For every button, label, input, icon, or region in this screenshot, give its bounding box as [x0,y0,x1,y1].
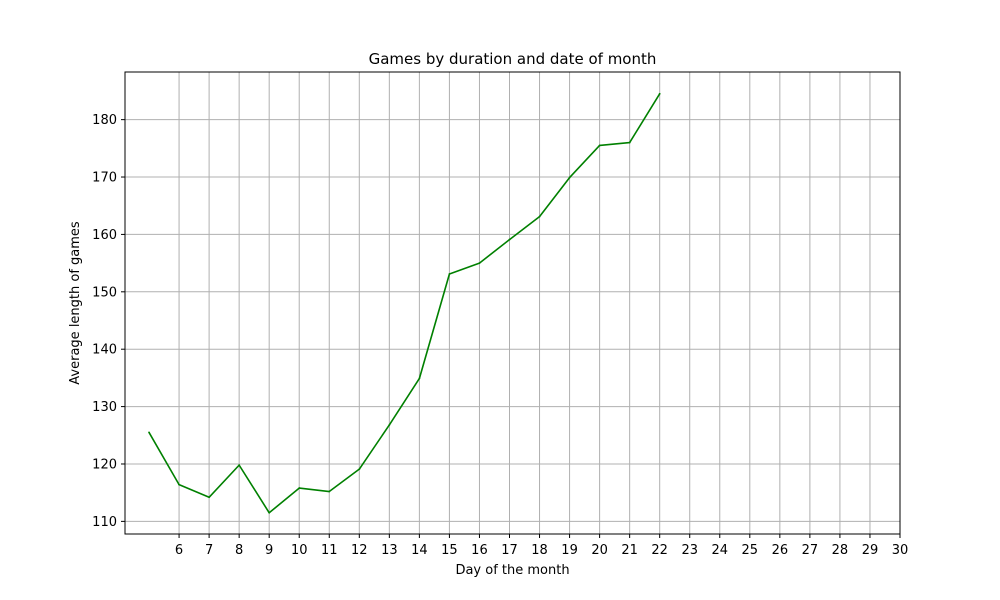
x-tick-label: 13 [381,543,398,558]
y-tick-label: 110 [92,515,117,530]
x-tick-label: 17 [501,543,518,558]
y-tick-label: 160 [92,228,117,243]
x-tick-label: 26 [772,543,789,558]
x-tick-label: 8 [235,543,243,558]
x-tick-label: 6 [175,543,183,558]
x-tick-label: 30 [892,543,909,558]
series-layer [148,92,661,514]
x-tick-label: 14 [411,543,428,558]
x-tick-label: 23 [681,543,698,558]
chart-title: Games by duration and date of month [369,50,657,68]
y-tick-label: 170 [92,171,117,186]
x-axis-label: Day of the month [455,563,569,578]
x-tick-label: 25 [742,543,759,558]
y-tick-label: 140 [92,343,117,358]
data-point [388,424,391,426]
x-tick-label: 20 [591,543,608,558]
x-tick-label: 28 [832,543,849,558]
x-tick-label: 27 [802,543,819,558]
x-tick-label: 29 [862,543,879,558]
data-point [598,144,601,147]
x-tick-label: 19 [561,543,578,558]
data-point [328,490,331,493]
x-tick-label: 21 [621,543,638,558]
data-point [658,92,661,95]
x-tick-label: 15 [441,543,458,558]
y-tick-label: 150 [92,285,117,300]
x-tick-label: 7 [205,543,213,558]
data-point [478,262,481,265]
data-point [298,487,301,489]
y-tick-label: 180 [92,113,117,128]
data-point [568,176,571,179]
data-point [268,511,271,514]
data-point [508,238,511,241]
x-tick-label: 22 [651,543,668,558]
y-axis-label: Average length of games [68,221,83,385]
y-tick-label: 130 [92,400,117,415]
x-tick-label: 9 [265,543,273,558]
grid [125,72,901,534]
data-point [238,464,241,467]
data-point [148,431,150,434]
data-point [358,468,361,471]
data-point [448,273,451,275]
x-tick-label: 18 [531,543,548,558]
data-point [418,377,421,380]
series-line [148,93,661,514]
x-tick-label: 24 [711,543,728,558]
data-point [628,141,631,144]
y-axis-ticks: 110 120 130 140 150 160 170 180 [92,113,125,530]
x-axis-ticks: 6 7 8 9 10 11 12 13 14 15 16 17 18 19 20 21 22 23 24 25 26 27… [175,534,908,558]
x-tick-label: 10 [291,543,308,558]
plot-frame [124,71,901,535]
x-tick-label: 12 [351,543,368,558]
y-tick-label: 120 [92,457,117,472]
x-tick-label: 11 [321,543,338,558]
data-point [178,483,180,486]
data-point [208,496,211,499]
x-tick-label: 16 [471,543,488,558]
data-point [538,215,541,218]
